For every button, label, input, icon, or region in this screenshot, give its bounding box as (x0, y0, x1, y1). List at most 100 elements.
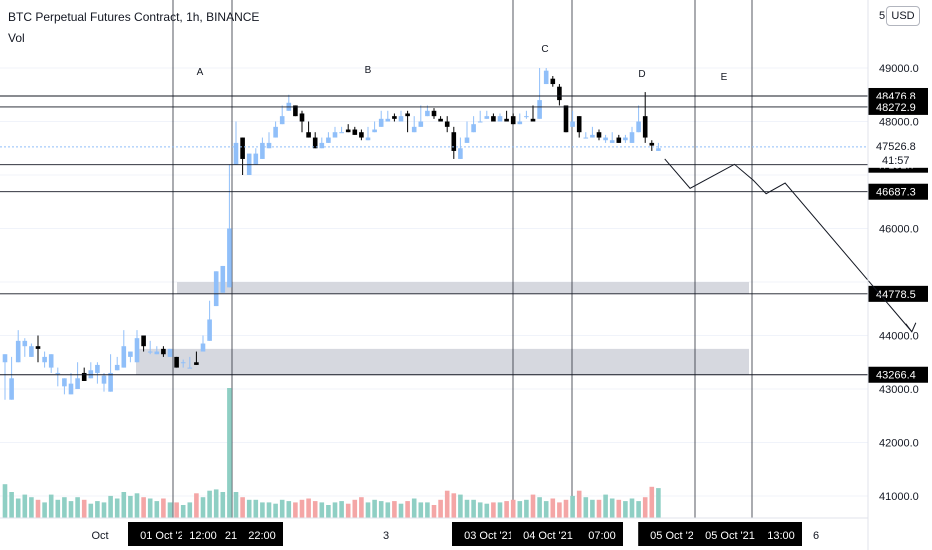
time-tick-label: 05 Oct '21 (705, 530, 755, 542)
time-tick-label: 21 (225, 530, 237, 542)
candle-body (108, 372, 113, 392)
candle-body (306, 132, 311, 138)
candle-body (29, 346, 34, 357)
volume-bar (293, 502, 298, 518)
volume-bar (194, 493, 199, 518)
volume-bar (273, 503, 278, 518)
volume-bar (22, 494, 28, 518)
candle-body (497, 116, 503, 122)
price-tick-label: 5 (879, 10, 885, 22)
candle-body (227, 228, 232, 288)
candle-body (147, 351, 153, 353)
volume-bar (200, 497, 206, 518)
level-label: 48272.9 (876, 102, 916, 114)
candle-body (405, 113, 410, 117)
time-axis[interactable]: Oct 01 Oct '21 12:00 21 22:00 3 03 Oct '21 04 O… (0, 517, 868, 546)
volume-bar (398, 503, 404, 518)
volume-bar (656, 488, 661, 518)
volume-bar (68, 501, 74, 518)
candle-body (35, 346, 41, 349)
zone-rect (177, 282, 749, 294)
volume-bar (372, 499, 377, 518)
candle-body (141, 335, 146, 347)
candle-body (576, 116, 582, 133)
time-tick-label: 03 Oct '21 (464, 530, 514, 542)
volume-bar (174, 502, 179, 518)
candle-body (279, 116, 285, 125)
volume-bar (266, 502, 272, 518)
wave-label: C (541, 44, 548, 55)
price-tick-label: 44000.0 (879, 331, 919, 343)
candle-body (266, 142, 272, 149)
wave-label: D (638, 69, 645, 80)
candle-body (339, 132, 344, 134)
zone-rect (136, 348, 749, 375)
volume-bar (504, 501, 509, 518)
currency-button[interactable]: USD (886, 6, 920, 26)
volume-bar (319, 502, 325, 518)
candle-body (253, 153, 259, 165)
candle-body (180, 362, 186, 364)
projection-path (664, 158, 917, 333)
volume-bar (425, 502, 430, 518)
volume-bar (9, 492, 14, 518)
volume-bar (141, 497, 146, 518)
candle-body (563, 105, 569, 133)
volume-bar (312, 501, 318, 518)
candle-body (88, 370, 94, 379)
candle-body (128, 351, 133, 357)
candle-body (319, 142, 325, 149)
candle-body (101, 375, 107, 384)
price-axis[interactable]: 5 41000.0 42000.0 43000.0 44000.0 46000.0 4800… (867, 0, 919, 550)
volume-bar (497, 502, 503, 518)
volume-bar (233, 492, 239, 518)
volume-bar (108, 495, 113, 518)
time-tick-label: 01 Oct '21 (140, 530, 190, 542)
candle-body (444, 121, 450, 127)
time-label-bg (241, 522, 283, 546)
volume-bar (623, 501, 628, 518)
candle-body (398, 116, 404, 122)
volume-bar (88, 503, 94, 518)
volume-bar (451, 493, 457, 518)
volume-bar (458, 494, 463, 518)
volume-label: Vol (8, 31, 25, 45)
volume-bar (385, 502, 391, 518)
candle-body (537, 100, 542, 119)
volume-bar (359, 497, 364, 518)
volume-bar (616, 499, 622, 518)
countdown-label: 41:57 (882, 155, 910, 167)
volume-bar (147, 498, 153, 518)
candle-body (260, 142, 265, 159)
volume-bar (345, 503, 351, 518)
candle-body (326, 137, 331, 143)
volume-bar (649, 486, 655, 518)
candle-body (458, 148, 463, 159)
candle-body (385, 118, 391, 122)
volume-bar (306, 498, 311, 518)
level-label: 44778.5 (876, 289, 916, 301)
candle-body (464, 137, 470, 143)
volume-bar (227, 388, 232, 518)
candle-body (114, 364, 120, 371)
wave-labels: A B C D E (197, 44, 728, 83)
volume-bar (378, 501, 384, 518)
price-tick-label: 41000.0 (879, 491, 919, 503)
candle-body (530, 118, 536, 122)
candle-body (570, 121, 575, 127)
volume-bar (55, 499, 61, 518)
time-label-bg (511, 522, 585, 546)
volume-bar (431, 505, 437, 518)
candle-body (62, 378, 67, 387)
candle-body (345, 129, 351, 133)
volume-bar (484, 503, 490, 518)
candle-body (9, 378, 14, 400)
volume-bar (636, 501, 641, 518)
level-label-bg (868, 183, 928, 200)
candle-body (15, 340, 21, 363)
candle-body (603, 137, 608, 141)
wave-label: E (721, 72, 728, 83)
candle-body (411, 126, 417, 133)
